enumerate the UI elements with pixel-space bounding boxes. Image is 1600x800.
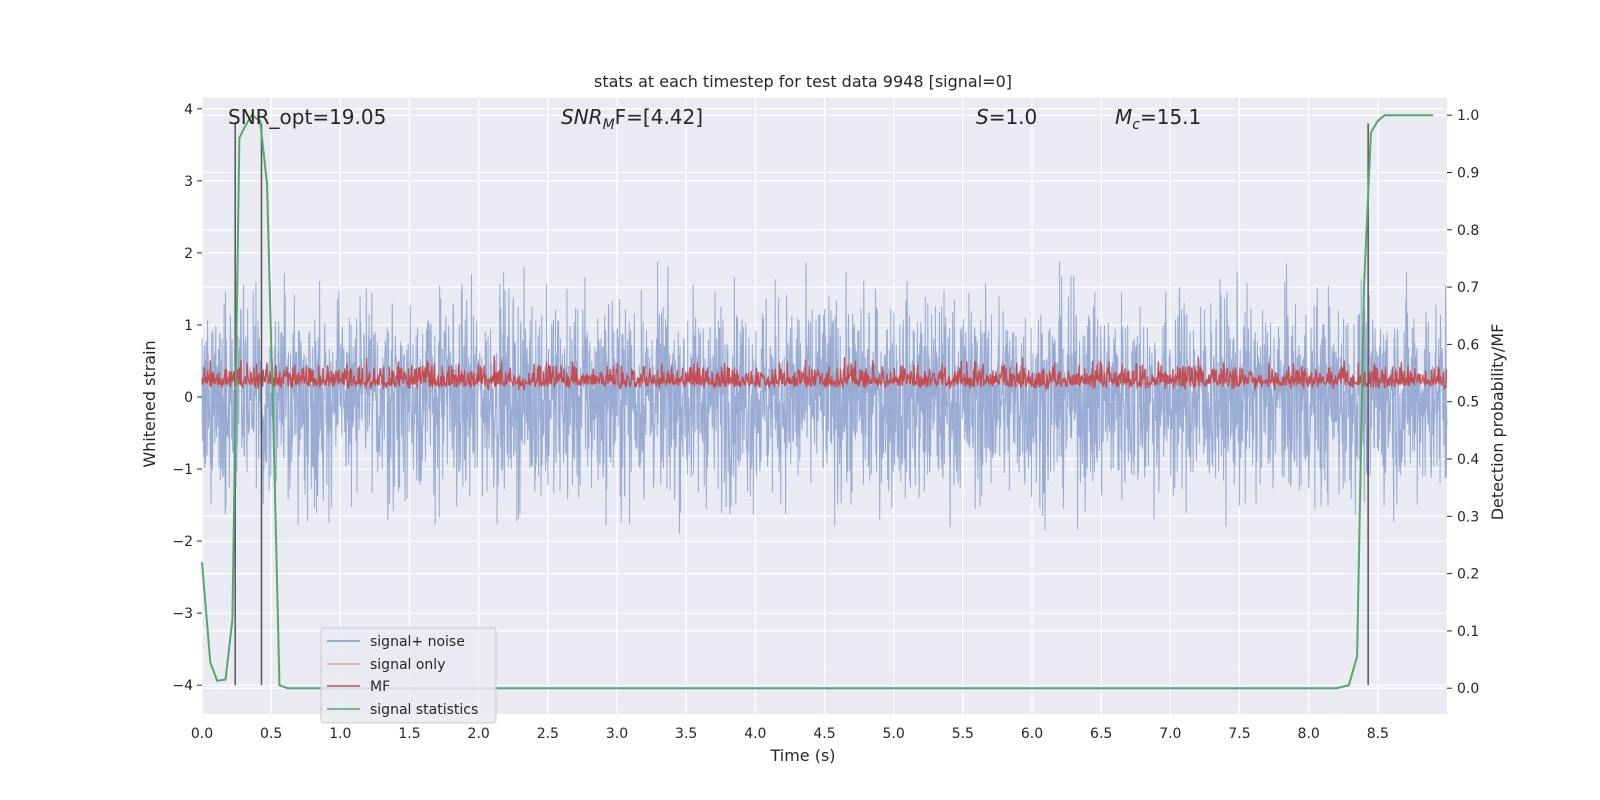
series-mf bbox=[201, 355, 1448, 391]
annotation-mc-label: M bbox=[1115, 105, 1132, 129]
y-axis-right-label: Detection probability/MF bbox=[1488, 324, 1507, 521]
x-tick-label: 8.0 bbox=[1298, 726, 1320, 742]
mf-line bbox=[201, 355, 1448, 391]
annotation-s-label: S bbox=[976, 105, 989, 129]
y-tick-label: −3 bbox=[172, 606, 193, 622]
y-axis-right-ticks: 1.0 0.9 0.8 0.7 0.6 0.5 0.4 0.3 0.2 0.1 0.0 bbox=[1447, 108, 1479, 697]
x-tick-label: 1.0 bbox=[329, 726, 351, 742]
x-tick-label: 6.0 bbox=[1021, 726, 1043, 742]
legend-label-signal-noise: signal+ noise bbox=[370, 634, 465, 650]
x-tick-label: 8.5 bbox=[1367, 726, 1389, 742]
legend: signal+ noise signal only MF signal stat… bbox=[320, 627, 497, 724]
legend-label-signal-only: signal only bbox=[370, 657, 445, 673]
y-axis-ticks: 4 3 2 1 0 −1 −2 −3 −4 bbox=[172, 102, 202, 694]
chart-title: stats at each timestep for test data 994… bbox=[594, 72, 1012, 91]
x-tick-label: 7.5 bbox=[1228, 726, 1250, 742]
signal-statistics-line bbox=[201, 113, 1434, 690]
y-tick-label: 2 bbox=[184, 246, 193, 262]
annotation-mc: Mc=15.1 bbox=[1115, 105, 1201, 133]
x-tick-label: 1.5 bbox=[398, 726, 420, 742]
y-right-tick-label: 0.4 bbox=[1457, 452, 1479, 468]
annotation-s-value: =1.0 bbox=[989, 105, 1038, 129]
y-axis-label: Whitened strain bbox=[140, 340, 159, 467]
x-tick-label: 0.5 bbox=[260, 726, 282, 742]
legend-label-signal-statistics: signal statistics bbox=[370, 702, 478, 718]
x-tick-label: 5.0 bbox=[883, 726, 905, 742]
x-tick-label: 3.0 bbox=[606, 726, 628, 742]
x-tick-label: 5.5 bbox=[952, 726, 974, 742]
y-right-tick-label: 0.6 bbox=[1457, 337, 1479, 353]
annotation-snr-mf-rest: F=[4.42] bbox=[615, 105, 703, 129]
y-right-tick-label: 0.9 bbox=[1457, 165, 1479, 181]
legend-label-mf: MF bbox=[370, 679, 390, 695]
x-tick-label: 6.5 bbox=[1090, 726, 1112, 742]
y-tick-label: 1 bbox=[184, 318, 193, 334]
y-right-tick-label: 0.5 bbox=[1457, 395, 1479, 411]
x-axis-ticks: 0.0 0.5 1.0 1.5 2.0 2.5 3.0 3.5 4.0 4.5 5.0 5.5 6.0 6… bbox=[191, 726, 1389, 742]
y-right-tick-label: 0.3 bbox=[1457, 509, 1479, 525]
y-right-tick-label: 0.1 bbox=[1457, 624, 1479, 640]
annotation-snr-opt: SNR_opt=19.05 bbox=[228, 105, 386, 129]
y-tick-label: 4 bbox=[184, 102, 193, 118]
y-right-tick-label: 0.7 bbox=[1457, 280, 1479, 296]
x-tick-label: 4.0 bbox=[744, 726, 766, 742]
series-signal-statistics bbox=[201, 113, 1434, 690]
x-tick-label: 2.0 bbox=[468, 726, 490, 742]
x-tick-label: 7.0 bbox=[1159, 726, 1181, 742]
annotation-snr-mf: SNRMF=[4.42] bbox=[561, 105, 703, 133]
annotation-mc-sub: c bbox=[1132, 117, 1140, 133]
annotation-s: S=1.0 bbox=[976, 105, 1037, 129]
annotation-snr-mf-label: SNR bbox=[561, 105, 603, 129]
x-tick-label: 3.5 bbox=[675, 726, 697, 742]
x-tick-label: 2.5 bbox=[537, 726, 559, 742]
legend-box bbox=[320, 627, 497, 724]
y-right-tick-label: 0.2 bbox=[1457, 567, 1479, 583]
x-tick-label: 4.5 bbox=[813, 726, 835, 742]
x-axis-label: Time (s) bbox=[769, 746, 835, 765]
y-right-tick-label: 0.8 bbox=[1457, 223, 1479, 239]
y-tick-label: −1 bbox=[172, 462, 193, 478]
x-tick-label: 0.0 bbox=[191, 726, 213, 742]
signal-noise-line bbox=[201, 261, 1448, 534]
y-right-tick-label: 1.0 bbox=[1457, 108, 1479, 124]
series-signal-noise bbox=[201, 261, 1448, 534]
y-tick-label: −4 bbox=[172, 678, 193, 694]
annotation-snr-mf-sub: M bbox=[603, 117, 615, 133]
y-right-tick-label: 0.0 bbox=[1457, 681, 1479, 697]
y-tick-label: 0 bbox=[184, 390, 193, 406]
annotation-mc-value: =15.1 bbox=[1140, 105, 1201, 129]
y-tick-label: 3 bbox=[184, 174, 193, 190]
y-tick-label: −2 bbox=[172, 534, 193, 550]
